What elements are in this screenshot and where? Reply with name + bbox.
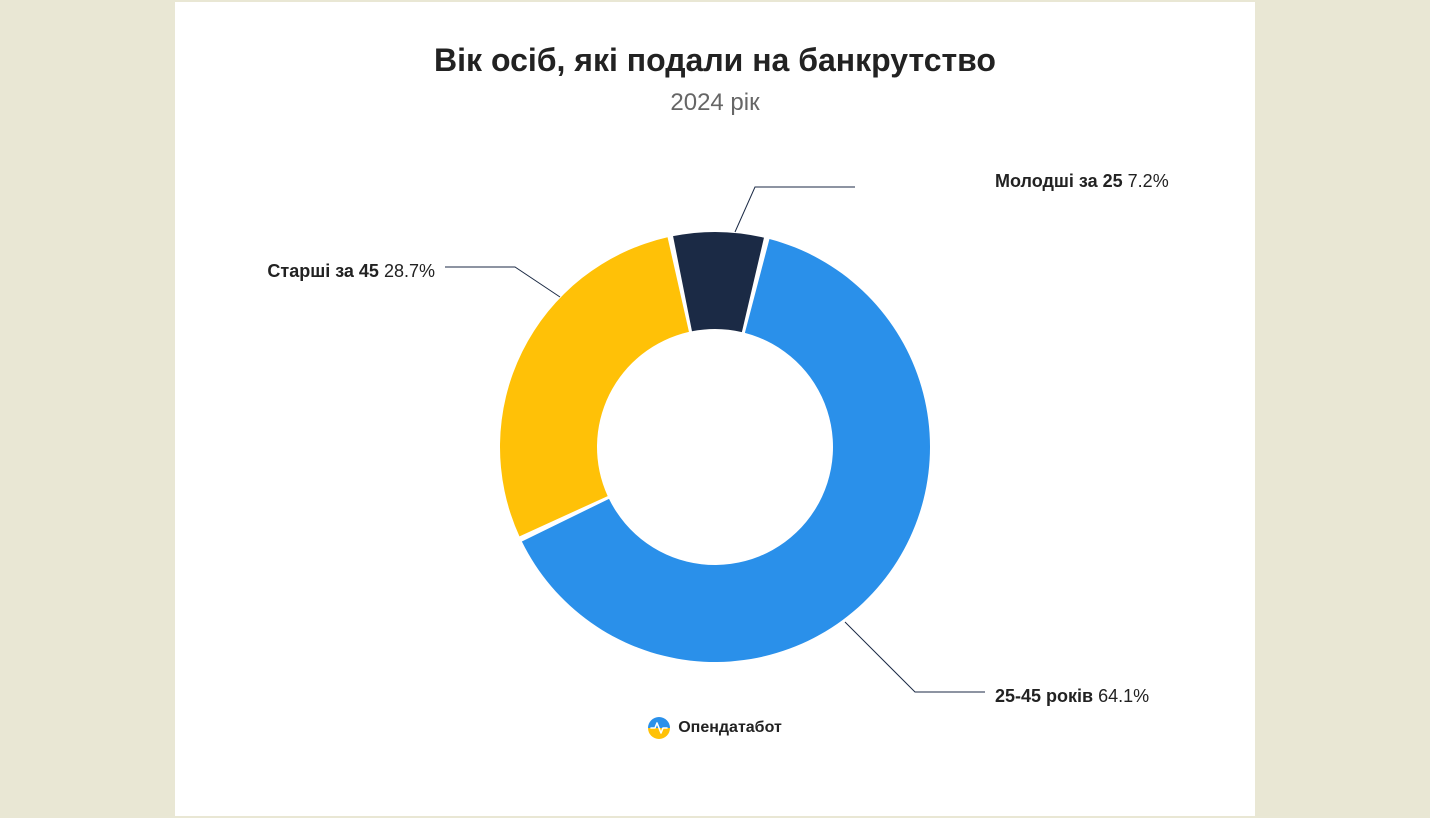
slice-label-name: 25-45 років bbox=[995, 686, 1098, 706]
donut-chart: Молодші за 25 7.2% 25-45 років 64.1% Старш… bbox=[175, 117, 1255, 717]
brand-logo-icon bbox=[648, 717, 670, 739]
slice-label: Старші за 45 28.7% bbox=[267, 261, 435, 282]
chart-card: Вік осіб, які подали на банкрутство 2024… bbox=[175, 2, 1255, 816]
page-background: Вік осіб, які подали на банкрутство 2024… bbox=[0, 0, 1430, 818]
leader-line bbox=[845, 622, 985, 692]
slice-label-value: 7.2% bbox=[1128, 171, 1169, 191]
chart-title: Вік осіб, які подали на банкрутство bbox=[175, 42, 1255, 79]
slice-label: 25-45 років 64.1% bbox=[995, 686, 1149, 707]
slice-label-name: Молодші за 25 bbox=[995, 171, 1128, 191]
brand-footer: Опендатабот bbox=[175, 717, 1255, 739]
slice-label-value: 64.1% bbox=[1098, 686, 1149, 706]
slice-label-value: 28.7% bbox=[384, 261, 435, 281]
leader-line bbox=[735, 187, 855, 232]
brand-name: Опендатабот bbox=[678, 719, 782, 737]
slice-label: Молодші за 25 7.2% bbox=[995, 171, 1169, 192]
slice-label-name: Старші за 45 bbox=[267, 261, 384, 281]
donut-svg bbox=[175, 117, 1255, 717]
brand-pulse-icon bbox=[648, 717, 670, 739]
donut-slice bbox=[500, 237, 689, 536]
leader-line bbox=[445, 267, 560, 297]
chart-subtitle: 2024 рік bbox=[175, 89, 1255, 117]
